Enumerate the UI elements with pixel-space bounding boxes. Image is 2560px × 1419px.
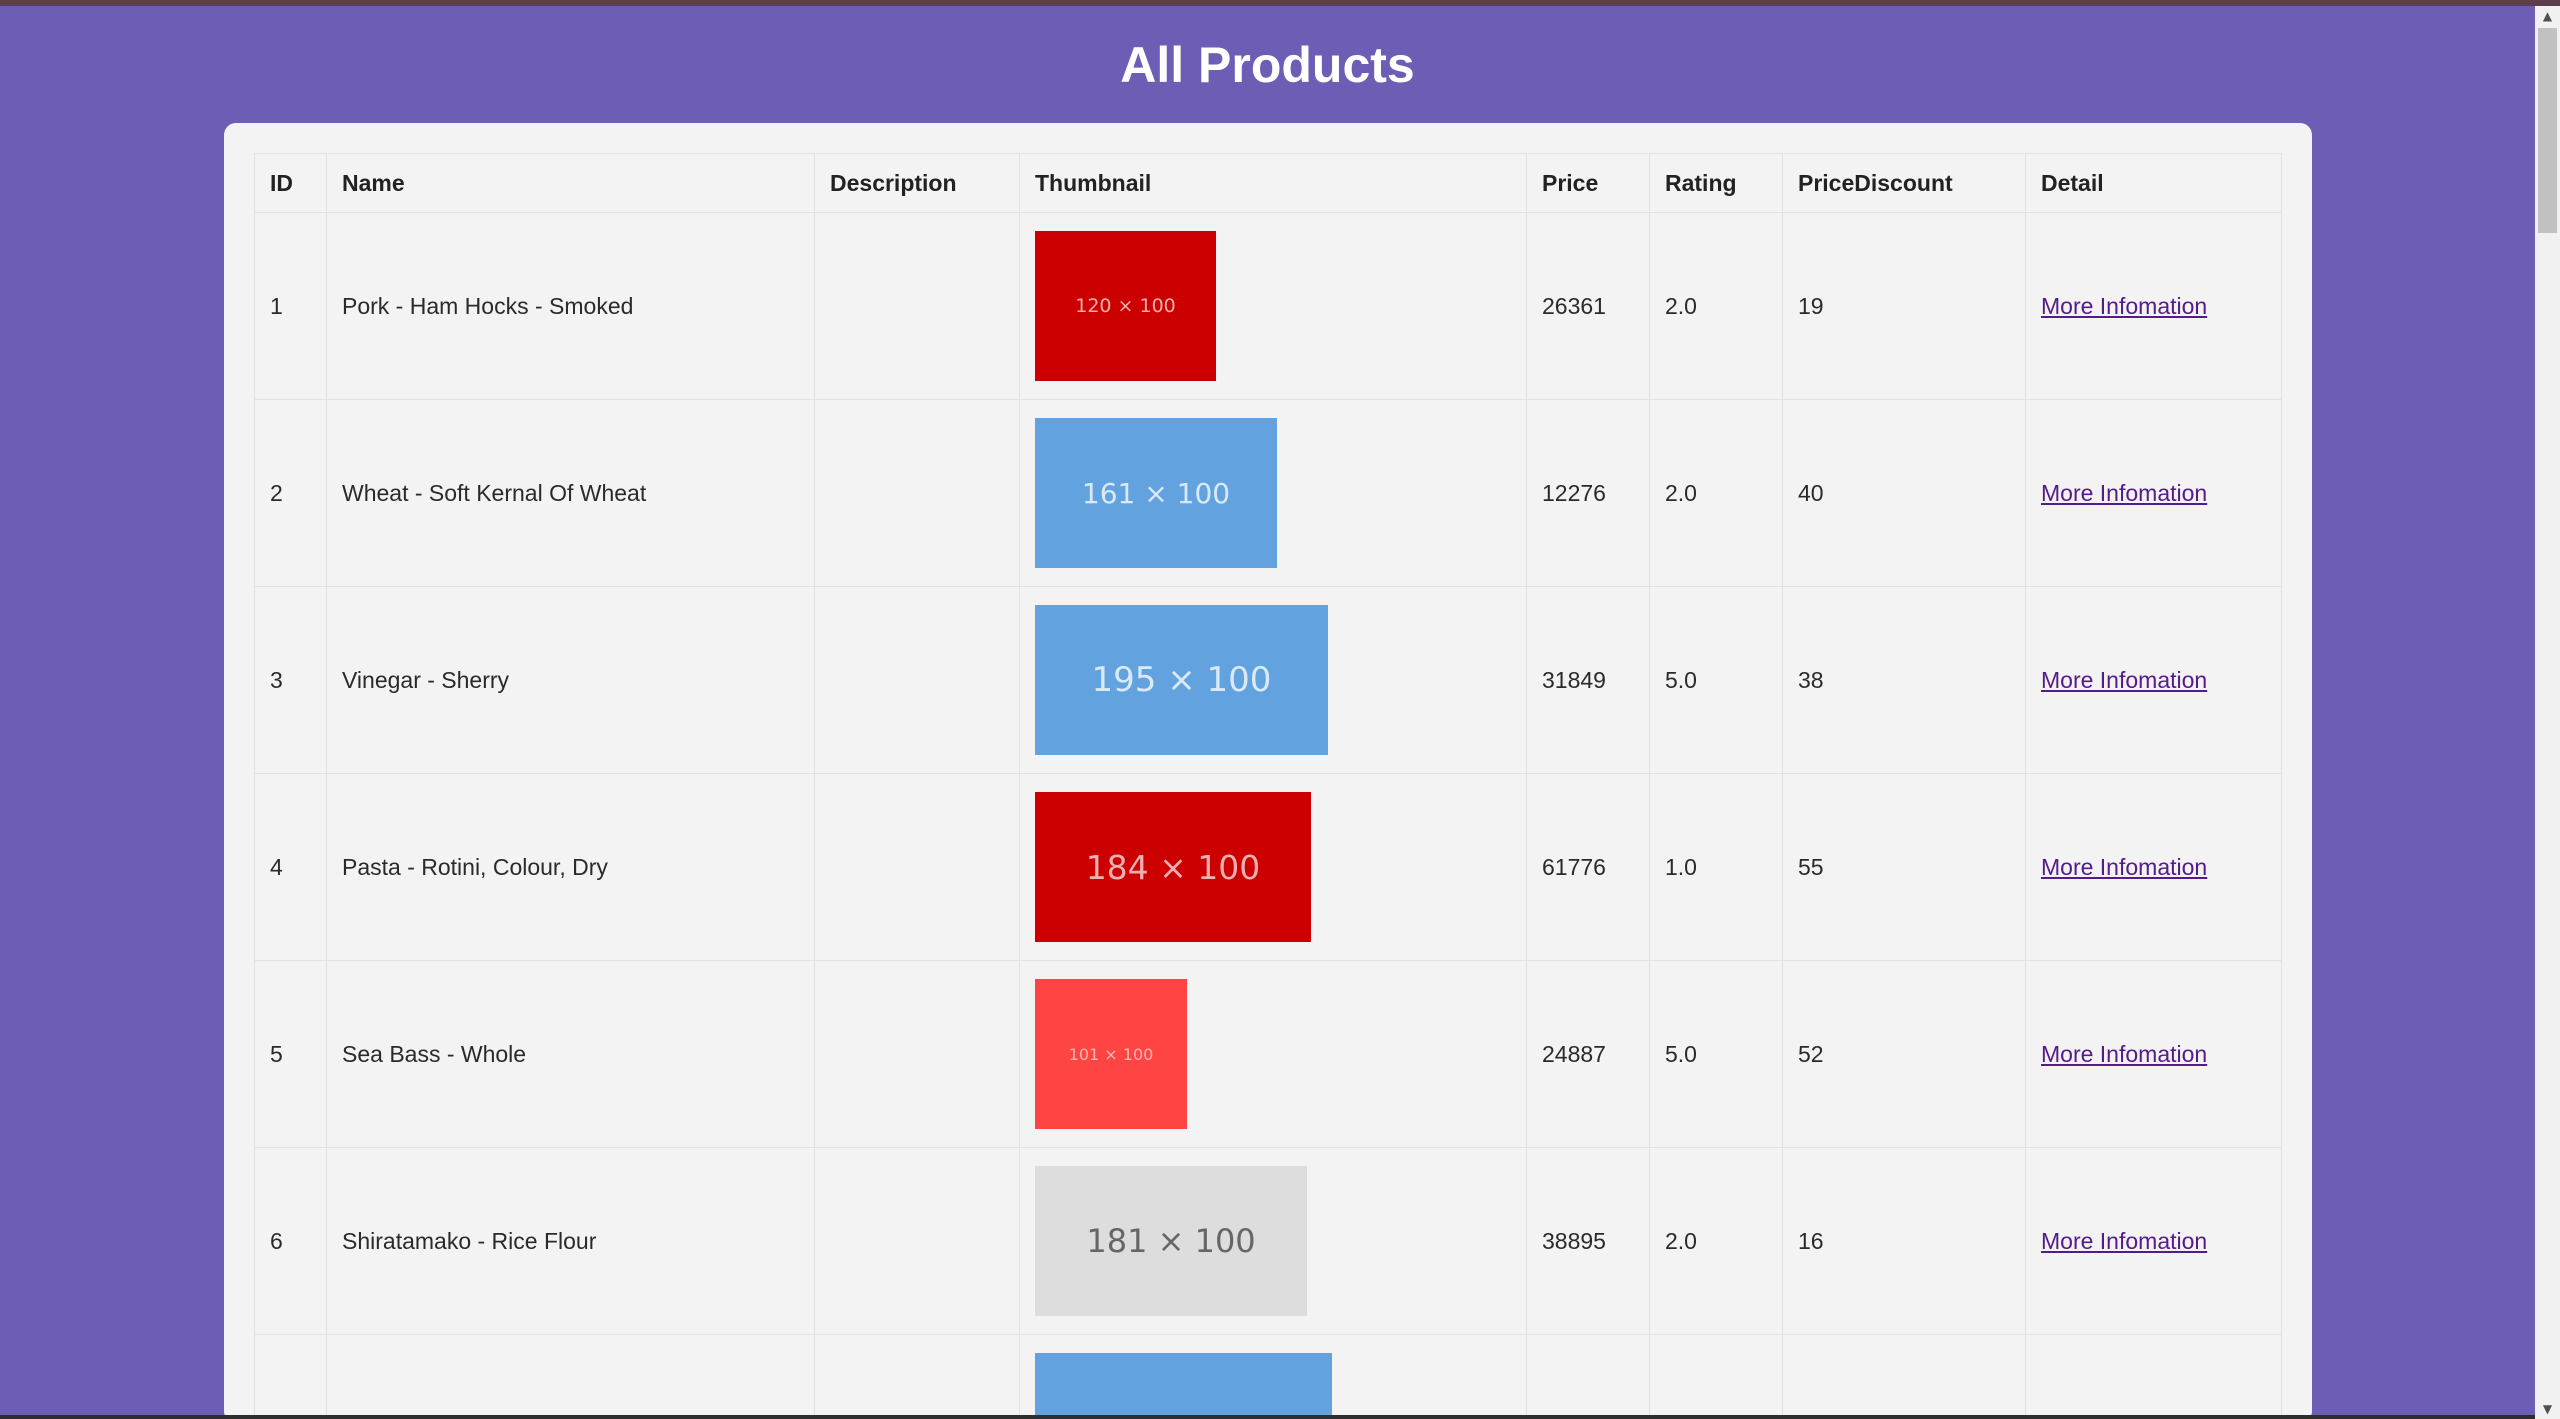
cell-description <box>814 212 1020 400</box>
table-row: 5 Sea Bass - Whole 101 × 100 24887 5.0 52 More… <box>254 960 2282 1148</box>
header-rating: Rating <box>1649 153 1783 213</box>
cell-rating: 2.0 <box>1649 399 1783 587</box>
table-header-row: ID Name Description Thumbnail Price Rati… <box>254 153 2282 213</box>
cell-thumbnail: 181 × 100 <box>1019 1147 1527 1335</box>
cell-detail: More Infomation <box>2025 773 2282 961</box>
table-row: 1 Pork - Ham Hocks - Smoked 120 × 100 26361… <box>254 212 2282 400</box>
table-row: 4 Pasta - Rotini, Colour, Dry 184 × 100 617… <box>254 773 2282 961</box>
top-border <box>0 0 2560 6</box>
table-row <box>254 1334 2282 1419</box>
cell-price-discount: 52 <box>1782 960 2026 1148</box>
cell-thumbnail <box>1019 1334 1527 1419</box>
cell-rating: 2.0 <box>1649 212 1783 400</box>
cell-price: 31849 <box>1526 586 1650 774</box>
cell-thumbnail: 101 × 100 <box>1019 960 1527 1148</box>
thumbnail-image: 184 × 100 <box>1035 792 1311 942</box>
cell-detail: More Infomation <box>2025 586 2282 774</box>
cell-name: Wheat - Soft Kernal Of Wheat <box>326 399 815 587</box>
thumbnail-image <box>1035 1353 1332 1419</box>
table-row: 2 Wheat - Soft Kernal Of Wheat 161 × 100 12… <box>254 399 2282 587</box>
cell-rating: 5.0 <box>1649 586 1783 774</box>
cell-detail: More Infomation <box>2025 399 2282 587</box>
cell-price: 26361 <box>1526 212 1650 400</box>
products-card: ID Name Description Thumbnail Price Rati… <box>224 123 2312 1419</box>
cell-price-discount: 19 <box>1782 212 2026 400</box>
cell-name: Shiratamako - Rice Flour <box>326 1147 815 1335</box>
cell-rating: 1.0 <box>1649 773 1783 961</box>
cell-detail: More Infomation <box>2025 1147 2282 1335</box>
thumbnail-image: 195 × 100 <box>1035 605 1328 755</box>
bottom-strip <box>0 1415 2535 1419</box>
cell-description <box>814 1147 1020 1335</box>
more-information-link[interactable]: More Infomation <box>2041 666 2208 693</box>
vertical-scrollbar[interactable]: ▲ ▼ <box>2535 6 2560 1419</box>
cell-detail <box>2025 1334 2282 1419</box>
cell-name: Pork - Ham Hocks - Smoked <box>326 212 815 400</box>
cell-description <box>814 399 1020 587</box>
header-description: Description <box>814 153 1020 213</box>
cell-description <box>814 1334 1020 1419</box>
cell-id: 4 <box>254 773 327 961</box>
header-detail: Detail <box>2025 153 2282 213</box>
table-row: 3 Vinegar - Sherry 195 × 100 31849 5.0 38 More… <box>254 586 2282 774</box>
cell-price-discount <box>1782 1334 2026 1419</box>
cell-thumbnail: 195 × 100 <box>1019 586 1527 774</box>
more-information-link[interactable]: More Infomation <box>2041 292 2208 319</box>
scrollbar-thumb[interactable] <box>2538 28 2557 233</box>
header-thumbnail: Thumbnail <box>1019 153 1527 213</box>
header-id: ID <box>254 153 327 213</box>
more-information-link[interactable]: More Infomation <box>2041 853 2208 880</box>
cell-name: Vinegar - Sherry <box>326 586 815 774</box>
cell-price-discount: 16 <box>1782 1147 2026 1335</box>
table-row: 6 Shiratamako - Rice Flour 181 × 100 38895 2… <box>254 1147 2282 1335</box>
cell-thumbnail: 120 × 100 <box>1019 212 1527 400</box>
cell-price-discount: 55 <box>1782 773 2026 961</box>
scroll-up-arrow-icon[interactable]: ▲ <box>2542 9 2553 23</box>
thumbnail-image: 181 × 100 <box>1035 1166 1307 1316</box>
scroll-down-arrow-icon[interactable]: ▼ <box>2542 1402 2553 1416</box>
cell-name: Sea Bass - Whole <box>326 960 815 1148</box>
thumbnail-image: 101 × 100 <box>1035 979 1187 1129</box>
header-price: Price <box>1526 153 1650 213</box>
header-name: Name <box>326 153 815 213</box>
cell-price-discount: 38 <box>1782 586 2026 774</box>
cell-detail: More Infomation <box>2025 212 2282 400</box>
cell-description <box>814 586 1020 774</box>
cell-id: 3 <box>254 586 327 774</box>
products-table: ID Name Description Thumbnail Price Rati… <box>254 153 2282 1419</box>
cell-price: 12276 <box>1526 399 1650 587</box>
cell-price: 61776 <box>1526 773 1650 961</box>
cell-detail: More Infomation <box>2025 960 2282 1148</box>
cell-id: 5 <box>254 960 327 1148</box>
header-price-discount: PriceDiscount <box>1782 153 2026 213</box>
cell-id <box>254 1334 327 1419</box>
cell-name <box>326 1334 815 1419</box>
cell-id: 2 <box>254 399 327 587</box>
cell-price-discount: 40 <box>1782 399 2026 587</box>
cell-price <box>1526 1334 1650 1419</box>
cell-id: 1 <box>254 212 327 400</box>
cell-rating: 5.0 <box>1649 960 1783 1148</box>
cell-thumbnail: 184 × 100 <box>1019 773 1527 961</box>
thumbnail-image: 161 × 100 <box>1035 418 1277 568</box>
cell-price: 24887 <box>1526 960 1650 1148</box>
more-information-link[interactable]: More Infomation <box>2041 479 2208 506</box>
more-information-link[interactable]: More Infomation <box>2041 1227 2208 1254</box>
cell-description <box>814 960 1020 1148</box>
cell-rating: 2.0 <box>1649 1147 1783 1335</box>
more-information-link[interactable]: More Infomation <box>2041 1040 2208 1067</box>
cell-price: 38895 <box>1526 1147 1650 1335</box>
cell-id: 6 <box>254 1147 327 1335</box>
cell-name: Pasta - Rotini, Colour, Dry <box>326 773 815 961</box>
cell-description <box>814 773 1020 961</box>
cell-rating <box>1649 1334 1783 1419</box>
cell-thumbnail: 161 × 100 <box>1019 399 1527 587</box>
thumbnail-image: 120 × 100 <box>1035 231 1216 381</box>
page-title: All Products <box>1120 37 1415 93</box>
